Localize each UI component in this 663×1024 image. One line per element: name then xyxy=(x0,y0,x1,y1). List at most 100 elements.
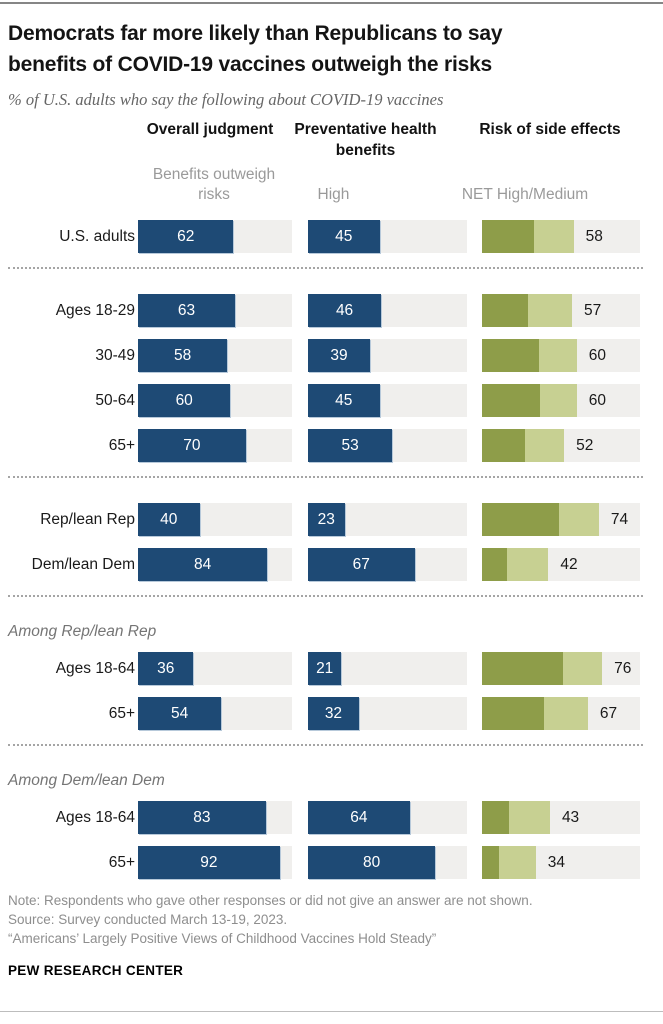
risk-medium-segment xyxy=(524,429,565,462)
column-header-overall-judgment: Overall judgment xyxy=(146,121,274,138)
risk-high-segment xyxy=(482,429,525,462)
overall-judgment-track: 36 xyxy=(138,652,292,685)
risk-medium-segment xyxy=(499,846,536,879)
risk-net-value: 67 xyxy=(599,704,618,722)
preventative-health-value: 53 xyxy=(341,436,359,454)
risk-high-segment xyxy=(482,384,541,417)
risk-high-segment xyxy=(482,339,539,372)
preventative-health-value: 80 xyxy=(362,853,381,871)
row-label: 65+ xyxy=(108,436,135,454)
risk-net-value: 42 xyxy=(560,555,578,573)
column-headers: Overall judgment Preventative health ben… xyxy=(8,119,643,207)
preventative-health-value: 39 xyxy=(330,346,348,364)
risk-side-effects-track: 60 xyxy=(482,339,640,372)
overall-judgment-track: 70 xyxy=(138,429,292,462)
preventative-health-value: 46 xyxy=(335,301,354,319)
risk-side-effects-track: 57 xyxy=(482,294,640,327)
chart-title-line2: benefits of COVID-19 vaccines outweigh t… xyxy=(8,53,493,76)
risk-side-effects-track: 42 xyxy=(482,548,640,581)
overall-judgment-bar: 70 xyxy=(138,429,246,462)
overall-judgment-bar: 58 xyxy=(138,339,228,372)
risk-side-effects-track: 58 xyxy=(482,220,640,253)
preventative-health-track: 23 xyxy=(308,503,467,536)
chart-title: Democrats far more likely than Republica… xyxy=(8,18,643,80)
risk-high-segment xyxy=(482,652,563,685)
chart-row: Rep/lean Rep 40 23 74 xyxy=(8,503,643,536)
overall-judgment-value: 92 xyxy=(200,853,218,871)
chart-row: 50-64 60 45 60 xyxy=(8,384,643,417)
overall-judgment-track: 40 xyxy=(138,503,292,536)
overall-judgment-value: 58 xyxy=(174,346,192,364)
preventative-health-bar: 53 xyxy=(308,429,393,462)
chart-subtitle: % of U.S. adults who say the following a… xyxy=(8,90,444,109)
preventative-health-value: 23 xyxy=(317,510,335,528)
risk-medium-segment xyxy=(527,294,573,327)
chart-row: Ages 18-29 63 46 57 xyxy=(8,294,643,327)
row-label: Ages 18-64 xyxy=(55,659,135,677)
preventative-health-value: 21 xyxy=(316,659,334,677)
row-label: Dem/lean Dem xyxy=(31,555,135,573)
preventative-health-bar: 23 xyxy=(308,503,345,536)
risk-net-value: 58 xyxy=(585,227,603,245)
preventative-health-bar: 45 xyxy=(308,220,380,253)
preventative-health-value: 67 xyxy=(352,555,370,573)
risk-side-effects-track: 67 xyxy=(482,697,640,730)
preventative-health-bar: 32 xyxy=(308,697,359,730)
preventative-health-track: 21 xyxy=(308,652,467,685)
overall-judgment-bar: 83 xyxy=(138,801,266,834)
risk-high-segment xyxy=(482,220,535,253)
risk-medium-segment xyxy=(543,697,588,730)
risk-high-segment xyxy=(482,294,528,327)
overall-judgment-value: 70 xyxy=(183,436,201,454)
column-header-preventative-health: Preventative health benefits xyxy=(294,121,437,159)
risk-net-value: 34 xyxy=(547,853,565,871)
risk-medium-segment xyxy=(538,339,577,372)
risk-high-segment xyxy=(482,846,500,879)
row-label: Ages 18-29 xyxy=(55,301,135,319)
risk-net-value: 43 xyxy=(561,808,580,826)
preventative-health-bar: 67 xyxy=(308,548,415,581)
chart-body: U.S. adults 62 45 58 Ages 18-29 63 46 57… xyxy=(8,220,643,879)
risk-net-value: 60 xyxy=(588,346,607,364)
risk-medium-segment xyxy=(559,503,599,536)
preventative-health-track: 39 xyxy=(308,339,467,372)
risk-side-effects-track: 34 xyxy=(482,846,640,879)
overall-judgment-track: 58 xyxy=(138,339,292,372)
row-label: Rep/lean Rep xyxy=(40,510,135,528)
overall-judgment-value: 40 xyxy=(160,510,178,528)
chart-row: 65+ 92 80 34 xyxy=(8,846,643,879)
overall-judgment-track: 60 xyxy=(138,384,292,417)
overall-judgment-value: 36 xyxy=(157,659,175,677)
chart-row: Ages 18-64 83 64 43 xyxy=(8,801,643,834)
chart-row: 65+ 70 53 52 xyxy=(8,429,643,462)
risk-medium-segment xyxy=(540,384,577,417)
row-label: 30-49 xyxy=(95,346,135,364)
overall-judgment-track: 92 xyxy=(138,846,292,879)
preventative-health-track: 80 xyxy=(308,846,467,879)
preventative-health-bar: 64 xyxy=(308,801,410,834)
section-title: Among Rep/lean Rep xyxy=(8,623,157,640)
preventative-health-bar: 46 xyxy=(308,294,382,327)
preventative-health-track: 45 xyxy=(308,220,467,253)
risk-high-segment xyxy=(482,697,544,730)
overall-judgment-bar: 84 xyxy=(138,548,268,581)
overall-judgment-bar: 40 xyxy=(138,503,200,536)
risk-side-effects-track: 60 xyxy=(482,384,640,417)
risk-net-value: 57 xyxy=(584,301,602,319)
risk-high-segment xyxy=(482,548,508,581)
pew-research-center-brand: PEW RESEARCH CENTER xyxy=(8,963,184,978)
row-label: 50-64 xyxy=(95,391,135,409)
column-sublabel-net-high-medium: NET High/Medium xyxy=(461,186,589,203)
preventative-health-bar: 21 xyxy=(308,652,342,685)
chart-row: Dem/lean Dem 84 67 42 xyxy=(8,548,643,581)
section-separator xyxy=(8,476,643,478)
row-label: Ages 18-64 xyxy=(55,808,135,826)
risk-medium-segment xyxy=(562,652,603,685)
risk-high-segment xyxy=(482,801,509,834)
preventative-health-value: 32 xyxy=(324,704,343,722)
risk-medium-segment xyxy=(508,801,550,834)
preventative-health-value: 45 xyxy=(335,227,353,245)
row-label: 65+ xyxy=(108,853,135,871)
chart-row: 65+ 54 32 67 xyxy=(8,697,643,730)
